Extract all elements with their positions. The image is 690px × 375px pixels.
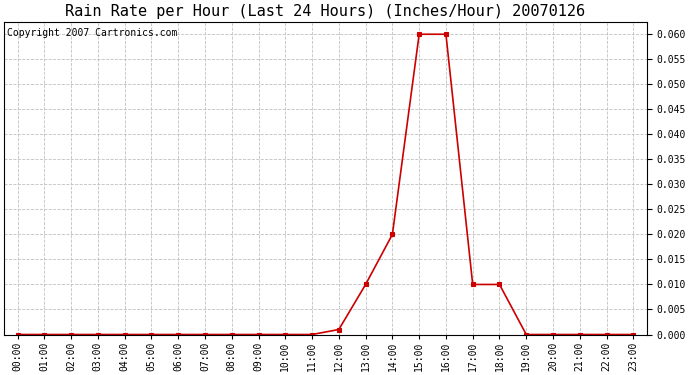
- Title: Rain Rate per Hour (Last 24 Hours) (Inches/Hour) 20070126: Rain Rate per Hour (Last 24 Hours) (Inch…: [66, 4, 586, 19]
- Text: Copyright 2007 Cartronics.com: Copyright 2007 Cartronics.com: [8, 28, 178, 38]
